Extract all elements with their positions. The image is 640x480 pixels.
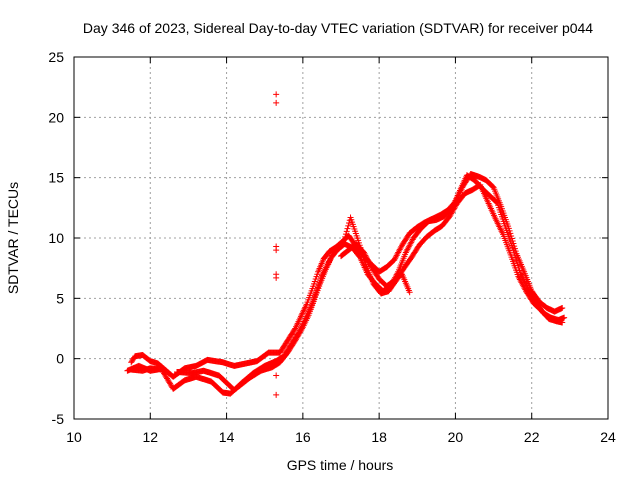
outliers-point bbox=[273, 91, 280, 98]
y-tick-label: -5 bbox=[52, 411, 65, 427]
band-b-point bbox=[514, 259, 521, 266]
y-tick-label: 0 bbox=[56, 351, 64, 367]
band-c-point bbox=[340, 239, 347, 246]
grid bbox=[74, 57, 608, 419]
outliers-point bbox=[273, 247, 280, 254]
x-tick-label: 22 bbox=[524, 429, 540, 445]
band-b-point bbox=[493, 199, 500, 206]
outliers-point bbox=[273, 391, 280, 398]
y-axis-title: SDTVAR / TECUs bbox=[5, 182, 21, 294]
band-c-point bbox=[154, 366, 161, 373]
x-tick-label: 10 bbox=[66, 429, 82, 445]
y-tick-label: 25 bbox=[48, 49, 64, 65]
band-c-point bbox=[343, 228, 350, 235]
band-c-point bbox=[342, 233, 349, 240]
band-b-point bbox=[561, 314, 568, 321]
band-c-point bbox=[344, 225, 351, 232]
data-points bbox=[124, 91, 568, 398]
y-tick-label: 5 bbox=[56, 290, 64, 306]
outliers-point bbox=[273, 372, 280, 379]
y-tick-label: 20 bbox=[48, 109, 64, 125]
x-tick-label: 12 bbox=[142, 429, 158, 445]
x-tick-label: 24 bbox=[600, 429, 616, 445]
chart-title: Day 346 of 2023, Sidereal Day-to-day VTE… bbox=[83, 20, 593, 36]
band-c-point bbox=[299, 325, 306, 332]
x-axis-title: GPS time / hours bbox=[287, 457, 394, 473]
x-tick-label: 16 bbox=[295, 429, 311, 445]
band-c-point bbox=[341, 236, 348, 243]
band-c-point bbox=[559, 319, 566, 326]
band-b-point bbox=[512, 254, 519, 261]
x-tick-label: 20 bbox=[448, 429, 464, 445]
x-tick-label: 14 bbox=[219, 429, 235, 445]
band-c-point bbox=[342, 231, 349, 238]
y-tick-label: 10 bbox=[48, 230, 64, 246]
band-c-point bbox=[338, 243, 345, 250]
band-c-point bbox=[339, 242, 346, 249]
band-d-point bbox=[406, 289, 413, 296]
band-a-point bbox=[559, 304, 566, 311]
axis-ticks: 10 12 14 16 18 20 22 24 -5 0 5 10 15 20 25 bbox=[48, 49, 616, 445]
band-c-point bbox=[345, 222, 352, 229]
outliers-point bbox=[273, 274, 280, 281]
band-b-point bbox=[510, 247, 517, 254]
outliers-point bbox=[273, 99, 280, 106]
x-tick-label: 18 bbox=[371, 429, 387, 445]
band-c-point bbox=[346, 220, 353, 227]
band-b-point bbox=[509, 244, 516, 251]
band-b-point bbox=[513, 257, 520, 264]
y-tick-label: 15 bbox=[48, 170, 64, 186]
band-c-point bbox=[339, 242, 346, 249]
